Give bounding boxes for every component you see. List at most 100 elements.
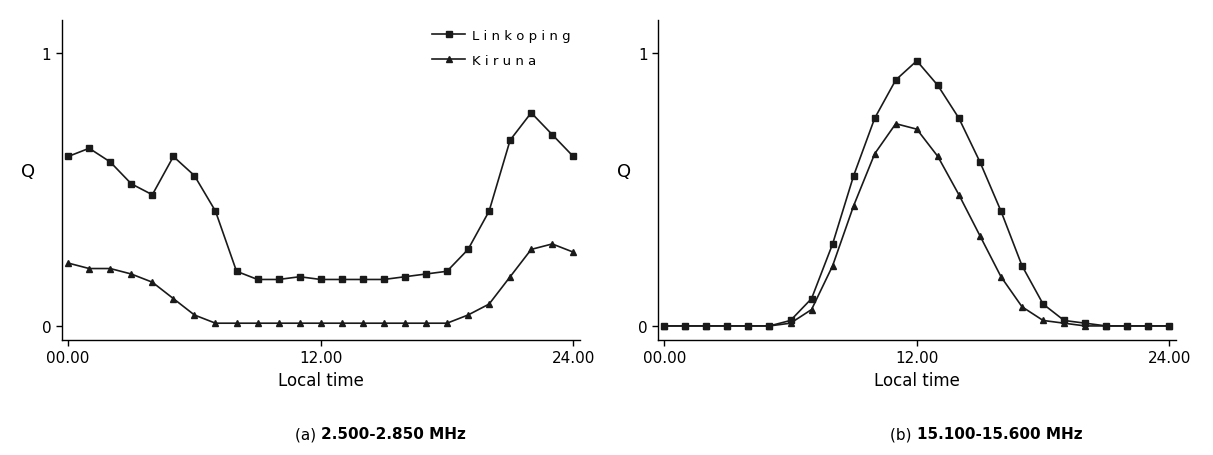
K i r u n a bbox=[566, 250, 581, 255]
K i r u n a bbox=[1099, 324, 1114, 329]
K i r u n a bbox=[1036, 318, 1050, 324]
L i n k o p i n g bbox=[313, 277, 328, 283]
L i n k o p i n g bbox=[1036, 302, 1050, 307]
L i n k o p i n g bbox=[376, 277, 391, 283]
L i n k o p i n g bbox=[103, 160, 118, 165]
K i r u n a bbox=[1120, 324, 1134, 329]
K i r u n a bbox=[993, 274, 1008, 280]
L i n k o p i n g bbox=[146, 192, 160, 198]
L i n k o p i n g bbox=[657, 324, 672, 329]
K i r u n a bbox=[229, 321, 244, 326]
K i r u n a bbox=[1162, 324, 1177, 329]
K i r u n a bbox=[146, 280, 160, 285]
L i n k o p i n g bbox=[272, 277, 286, 283]
L i n k o p i n g bbox=[461, 247, 475, 253]
L i n k o p i n g bbox=[209, 209, 223, 214]
K i r u n a bbox=[678, 324, 693, 329]
L i n k o p i n g bbox=[762, 324, 776, 329]
L i n k o p i n g bbox=[1057, 318, 1071, 324]
K i r u n a bbox=[355, 321, 370, 326]
K i r u n a bbox=[741, 324, 756, 329]
L i n k o p i n g bbox=[61, 154, 75, 160]
L i n k o p i n g bbox=[524, 111, 539, 116]
K i r u n a bbox=[82, 266, 97, 272]
Text: (b): (b) bbox=[890, 426, 917, 441]
L i n k o p i n g bbox=[335, 277, 349, 283]
K i r u n a bbox=[847, 203, 861, 209]
K i r u n a bbox=[250, 321, 264, 326]
K i r u n a bbox=[910, 127, 924, 132]
K i r u n a bbox=[657, 324, 672, 329]
L i n k o p i n g bbox=[784, 318, 798, 324]
L i n k o p i n g bbox=[292, 274, 307, 280]
L i n k o p i n g bbox=[250, 277, 264, 283]
Text: 2.500-2.850 MHz: 2.500-2.850 MHz bbox=[320, 426, 466, 441]
L i n k o p i n g bbox=[355, 277, 370, 283]
L i n k o p i n g bbox=[952, 116, 967, 121]
K i r u n a bbox=[930, 154, 945, 160]
K i r u n a bbox=[804, 307, 819, 313]
K i r u n a bbox=[545, 242, 559, 247]
L i n k o p i n g bbox=[910, 59, 924, 65]
K i r u n a bbox=[376, 321, 391, 326]
K i r u n a bbox=[1057, 321, 1071, 326]
L i n k o p i n g bbox=[930, 84, 945, 89]
K i r u n a bbox=[952, 192, 967, 198]
L i n k o p i n g bbox=[1162, 324, 1177, 329]
L i n k o p i n g bbox=[888, 78, 902, 84]
L i n k o p i n g bbox=[545, 132, 559, 138]
K i r u n a bbox=[1078, 324, 1093, 329]
L i n k o p i n g bbox=[440, 269, 455, 274]
K i r u n a bbox=[440, 321, 455, 326]
Legend: L i n k o p i n g, K i r u n a: L i n k o p i n g, K i r u n a bbox=[427, 25, 576, 73]
Line: K i r u n a: K i r u n a bbox=[661, 121, 1173, 330]
L i n k o p i n g bbox=[229, 269, 244, 274]
K i r u n a bbox=[867, 152, 882, 157]
K i r u n a bbox=[762, 324, 776, 329]
L i n k o p i n g bbox=[124, 182, 138, 187]
K i r u n a bbox=[418, 321, 433, 326]
K i r u n a bbox=[313, 321, 328, 326]
K i r u n a bbox=[166, 296, 181, 302]
K i r u n a bbox=[335, 321, 349, 326]
L i n k o p i n g bbox=[187, 173, 201, 179]
L i n k o p i n g bbox=[1141, 324, 1156, 329]
K i r u n a bbox=[721, 324, 735, 329]
L i n k o p i n g bbox=[973, 160, 987, 165]
K i r u n a bbox=[1015, 304, 1030, 310]
K i r u n a bbox=[973, 233, 987, 239]
Y-axis label: Q: Q bbox=[617, 162, 631, 180]
Line: L i n k o p i n g: L i n k o p i n g bbox=[661, 58, 1173, 330]
L i n k o p i n g bbox=[482, 209, 496, 214]
K i r u n a bbox=[699, 324, 713, 329]
K i r u n a bbox=[398, 321, 412, 326]
K i r u n a bbox=[482, 302, 496, 307]
K i r u n a bbox=[292, 321, 307, 326]
K i r u n a bbox=[61, 261, 75, 266]
L i n k o p i n g bbox=[825, 242, 839, 247]
L i n k o p i n g bbox=[678, 324, 693, 329]
K i r u n a bbox=[103, 266, 118, 272]
L i n k o p i n g bbox=[867, 116, 882, 121]
K i r u n a bbox=[209, 321, 223, 326]
L i n k o p i n g bbox=[82, 146, 97, 152]
L i n k o p i n g bbox=[166, 154, 181, 160]
Y-axis label: Q: Q bbox=[21, 162, 35, 180]
K i r u n a bbox=[187, 313, 201, 318]
L i n k o p i n g bbox=[804, 296, 819, 302]
K i r u n a bbox=[1141, 324, 1156, 329]
L i n k o p i n g bbox=[1099, 324, 1114, 329]
K i r u n a bbox=[272, 321, 286, 326]
K i r u n a bbox=[124, 272, 138, 277]
L i n k o p i n g bbox=[741, 324, 756, 329]
L i n k o p i n g bbox=[1078, 321, 1093, 326]
K i r u n a bbox=[888, 121, 902, 127]
Line: L i n k o p i n g: L i n k o p i n g bbox=[64, 110, 576, 283]
L i n k o p i n g bbox=[398, 274, 412, 280]
L i n k o p i n g bbox=[847, 173, 861, 179]
K i r u n a bbox=[524, 247, 539, 253]
X-axis label: Local time: Local time bbox=[278, 371, 364, 389]
L i n k o p i n g bbox=[1015, 263, 1030, 269]
L i n k o p i n g bbox=[1120, 324, 1134, 329]
Text: 15.100-15.600 MHz: 15.100-15.600 MHz bbox=[917, 426, 1082, 441]
